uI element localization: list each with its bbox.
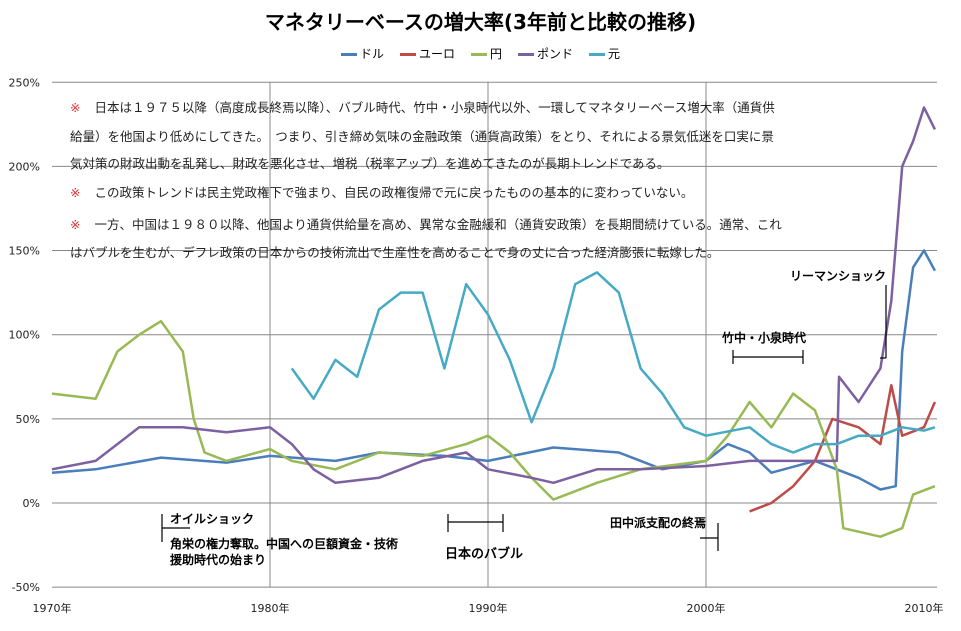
x-tick-label: 1970年 bbox=[33, 601, 72, 615]
note-1a: ※ 日本は１９７５以降（高度成長終焉以降）、バブル時代、竹中・小泉時代以外、一環し… bbox=[70, 100, 775, 115]
y-tick-label: 0% bbox=[23, 497, 40, 510]
legend-label: ユーロ bbox=[418, 47, 455, 61]
note-1b: 給量）を他国より低めにしてきた。 つまり、引き締め気味の金融政策（通貨高政策）を… bbox=[70, 129, 774, 144]
series-line-円 bbox=[51, 319, 936, 538]
annotation-lehman: リーマンショック bbox=[790, 269, 887, 283]
note-2: ※ この政策トレンドは民主党政権下で強まり、自民の政権復帰で元に戻ったものの基本的… bbox=[70, 185, 694, 200]
series-line-元 bbox=[290, 271, 936, 454]
annotation-kakuei-2: 援助時代の始まり bbox=[170, 553, 267, 567]
note-1c: 気対策の財政出動を乱発し、財政を悪化させ、増税（税率アップ）を進めてきたのが長期… bbox=[70, 156, 670, 171]
y-tick-label: 250% bbox=[9, 76, 40, 89]
legend-swatch bbox=[340, 53, 357, 56]
legend-item: 元 bbox=[589, 45, 620, 62]
note-mark: ※ bbox=[70, 217, 81, 232]
legend-swatch bbox=[399, 53, 416, 56]
legend-label: 元 bbox=[608, 47, 621, 61]
annotation-koizumi: 竹中・小泉時代 bbox=[722, 331, 807, 345]
note-mark: ※ bbox=[70, 100, 81, 115]
annotation-bubble: 日本のバブル bbox=[445, 547, 524, 562]
series-line-ドル bbox=[51, 249, 937, 491]
x-tick-label: 2010年 bbox=[905, 601, 944, 615]
y-tick-label: 100% bbox=[9, 329, 40, 342]
x-tick-label: 2000年 bbox=[687, 601, 726, 615]
note-3a: ※ 一方、中国は１９８０以降、他国より通貨供給量を高め、異常な金融緩和（通貨安政策… bbox=[70, 217, 782, 232]
legend: ドル ユーロ 円 ポンド 元 bbox=[0, 45, 961, 62]
legend-item: 円 bbox=[470, 45, 502, 62]
legend-item: ドル bbox=[340, 45, 384, 62]
note-mark: ※ bbox=[70, 185, 81, 200]
legend-swatch bbox=[518, 53, 534, 56]
annotation-oil-shock: オイルショック bbox=[170, 512, 255, 526]
series-line-ユーロ bbox=[749, 383, 937, 513]
legend-label: 円 bbox=[489, 47, 502, 61]
y-tick-label: -50% bbox=[12, 581, 40, 594]
series-line-ポンド bbox=[51, 106, 937, 485]
y-tick-label: 50% bbox=[16, 413, 40, 426]
legend-label: ドル bbox=[359, 47, 384, 61]
legend-item: ユーロ bbox=[399, 45, 455, 62]
legend-swatch bbox=[589, 53, 606, 56]
annotation-tanaka: 田中派支配の終焉 bbox=[610, 516, 707, 530]
legend-item: ポンド bbox=[518, 45, 573, 62]
y-tick-label: 200% bbox=[9, 160, 40, 173]
chart-title: マネタリーベースの増大率(3年前と比較の推移) bbox=[264, 10, 697, 34]
note-3b: はバブルを生むが、デフレ政策の日本からの技術流出で生産性を高めることで身の丈に合… bbox=[70, 245, 720, 260]
legend-swatch bbox=[470, 53, 487, 56]
legend-label: ポンド bbox=[537, 47, 574, 61]
y-tick-label: 150% bbox=[9, 245, 40, 258]
annotation-kakuei-1: 角栄の権力奪取。中国への巨額資金・技術 bbox=[170, 537, 399, 551]
x-tick-label: 1990年 bbox=[469, 601, 508, 615]
x-tick-label: 1980年 bbox=[251, 601, 290, 615]
